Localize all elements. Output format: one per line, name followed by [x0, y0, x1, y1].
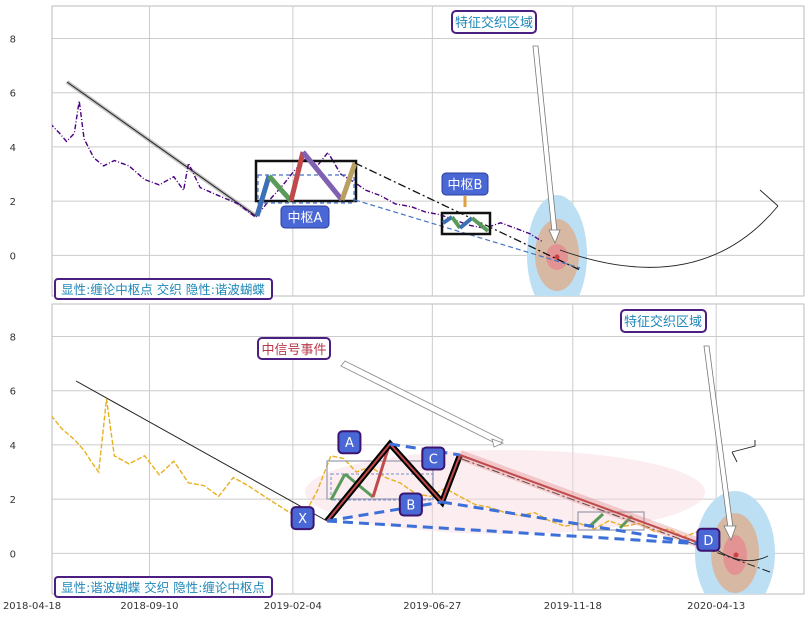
label-bottom-zone: 特征交织区域	[620, 309, 707, 333]
harmonic-point-labels: X A B C D	[290, 430, 721, 552]
bottom-trendline	[75, 380, 328, 522]
zigzag-seg-5	[339, 162, 358, 201]
label-signal-event: 中信号事件	[257, 337, 331, 360]
top-price-series	[52, 100, 543, 243]
x-ticks: 2018-04-18 2018-09-10 2019-02-04 2019-06-27…	[3, 601, 745, 612]
top-legend: 显性:缠论中枢点 交织 隐性:谐波蝴蝶	[54, 278, 273, 300]
bottom-bracket-tick	[731, 451, 738, 463]
xd-dashed	[326, 519, 703, 546]
bottom-bracket	[731, 440, 756, 453]
top-zone-text: 特征交织区域	[455, 15, 533, 31]
x-tick-label: 2020-04-13	[687, 601, 745, 612]
pattern-point-b: B	[398, 492, 423, 517]
label-zhongshu-b: 中枢B	[441, 172, 489, 196]
b-small-zig-1	[329, 473, 347, 501]
top-legend-text: 显性:缠论中枢点 交织 隐性:谐波蝴蝶	[61, 282, 265, 297]
pattern-point-c: C	[421, 446, 446, 471]
y-tick-label: 4	[10, 143, 16, 154]
top-channel-upper	[354, 162, 581, 271]
x-tick-label: 2018-04-18	[3, 601, 61, 612]
zhongshu-b-text: 中枢B	[448, 178, 483, 193]
bottom-legend-text: 显性:谐波蝴蝶 交织 隐性:缠论中枢点	[61, 580, 265, 595]
y-tick-label: 8	[10, 35, 16, 46]
x-tick-label: 2018-09-10	[120, 601, 178, 612]
top-zone-arrowhead	[548, 229, 561, 245]
top-y-ticks: 0 2 4 6 8	[10, 35, 16, 263]
signal-arrow	[340, 360, 504, 446]
zhongshu-b-box	[440, 211, 492, 236]
y-tick-label: 2	[10, 197, 16, 208]
bottom-legend: 显性:谐波蝴蝶 交织 隐性:缠论中枢点	[54, 576, 273, 598]
harmonic-legs	[326, 442, 461, 522]
pattern-point-marker	[290, 506, 315, 531]
label-top-zone: 特征交织区域	[451, 10, 537, 34]
top-projection-arc	[559, 205, 779, 268]
pattern-point-x: X	[290, 506, 315, 531]
pattern-point-label: X	[298, 512, 307, 527]
y-tick-label: 0	[10, 549, 16, 560]
pattern-point-label: A	[345, 436, 354, 451]
bottom-zone-text: 特征交织区域	[624, 314, 702, 330]
signal-event-text: 中信号事件	[261, 343, 326, 358]
zigzag-seg-1	[254, 175, 272, 217]
pattern-point-label: B	[406, 499, 415, 514]
pattern-point-label: D	[703, 534, 713, 549]
series-line	[52, 100, 543, 243]
pattern-point-marker	[398, 492, 423, 517]
x-tick-label: 2019-11-18	[544, 601, 602, 612]
top-zone-center	[554, 254, 560, 260]
signal-arrowhead	[491, 438, 505, 448]
b-small-zig-4	[588, 512, 605, 528]
bottom-trend-dashdot	[461, 458, 771, 573]
y-tick-label: 6	[10, 387, 16, 398]
zigzag-seg-3	[288, 151, 306, 202]
top-grid	[52, 6, 804, 296]
bottom-zone-center	[733, 552, 739, 558]
zigzag-seg-4	[301, 150, 344, 202]
x-tick-label: 2019-02-04	[264, 601, 322, 612]
bottom-zone-arrowhead	[723, 525, 737, 542]
y-tick-label: 6	[10, 89, 16, 100]
pattern-point-label: C	[429, 452, 438, 467]
y-tick-label: 0	[10, 251, 16, 262]
x-tick-label: 2019-06-27	[403, 601, 461, 612]
b-zig-1	[441, 215, 454, 225]
b-small-zig-3	[371, 448, 390, 498]
zhongshu-a-inner	[257, 174, 355, 204]
pattern-point-marker	[337, 430, 362, 455]
cd-leg	[459, 454, 703, 545]
pattern-point-marker	[696, 527, 721, 552]
b-zig-4	[470, 216, 490, 233]
zhongshu-a-box	[254, 159, 358, 203]
pattern-point-d: D	[696, 527, 721, 552]
series-line	[52, 398, 709, 541]
zigzag-seg-2	[267, 174, 293, 203]
y-tick-label: 4	[10, 441, 16, 452]
y-tick-label: 8	[10, 333, 16, 344]
bottom-price-series	[52, 398, 709, 541]
bottom-y-ticks: 0 2 4 6 8	[10, 333, 16, 561]
b-zig-3	[458, 216, 474, 230]
top-plot-area	[51, 5, 805, 297]
bottom-box-1-inner	[330, 473, 434, 501]
pattern-point-a: A	[337, 430, 362, 455]
zhongshu-a-text: 中枢A	[288, 211, 323, 226]
top-channel-lower	[354, 199, 581, 269]
top-panel-content	[52, 45, 779, 296]
bottom-box-2	[577, 511, 645, 531]
top-arc-tick	[759, 189, 779, 207]
b-zig-2	[450, 215, 462, 230]
top-trendline	[66, 81, 257, 217]
pattern-point-marker	[421, 446, 446, 471]
y-tick-label: 2	[10, 495, 16, 506]
bd-dashed	[441, 500, 703, 546]
label-zhongshu-a: 中枢A	[280, 205, 330, 229]
